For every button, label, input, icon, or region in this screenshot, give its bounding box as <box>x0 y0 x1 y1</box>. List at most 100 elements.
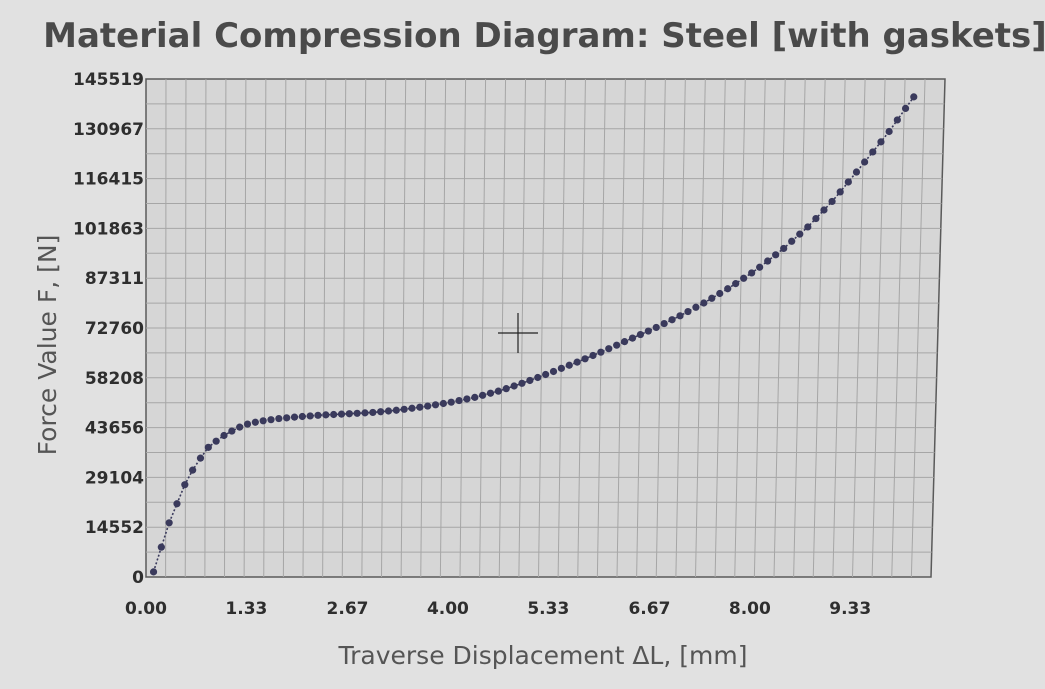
data-point <box>173 500 181 508</box>
data-point <box>589 351 597 360</box>
data-point <box>314 411 322 419</box>
y-tick-label: 43656 <box>85 419 144 439</box>
data-point <box>431 401 440 409</box>
y-tick-label: 0 <box>132 568 144 588</box>
data-point <box>764 257 772 265</box>
x-tick-label: 0.00 <box>125 599 167 619</box>
data-point <box>189 466 197 474</box>
data-point <box>408 404 416 412</box>
data-point <box>463 395 471 403</box>
data-point <box>772 251 780 259</box>
data-point <box>439 399 447 408</box>
data-point <box>885 127 893 136</box>
data-point <box>322 411 330 419</box>
y-tick-label: 130967 <box>73 120 144 140</box>
data-point <box>557 364 565 372</box>
data-point <box>165 519 173 527</box>
data-point <box>526 376 534 385</box>
data-point <box>692 303 700 311</box>
data-point <box>620 338 629 346</box>
data-point <box>400 405 408 413</box>
data-point <box>345 410 353 418</box>
y-tick-label: 87311 <box>85 269 144 289</box>
data-point <box>780 244 788 253</box>
data-point <box>337 410 346 418</box>
data-point <box>204 443 212 451</box>
data-point <box>573 358 581 366</box>
data-point <box>804 223 812 231</box>
data-point <box>676 312 684 320</box>
data-point <box>424 402 432 410</box>
data-point <box>636 330 645 339</box>
data-point <box>251 418 259 426</box>
data-point <box>660 319 668 328</box>
y-tick-labels: 0 14552 29104 43656 58208 72760 87311 101863 116… <box>73 70 144 588</box>
data-point <box>243 420 252 428</box>
y-tick-label: 29104 <box>85 468 144 488</box>
data-point <box>306 412 314 420</box>
grid-lines <box>146 78 945 578</box>
data-point <box>581 355 589 363</box>
y-tick-label: 116415 <box>73 170 144 190</box>
data-point <box>565 361 573 369</box>
data-point <box>724 285 732 293</box>
data-point <box>597 348 605 356</box>
data-point <box>861 158 869 166</box>
data-point <box>756 263 764 271</box>
data-point <box>330 410 338 419</box>
data-point <box>259 417 267 425</box>
data-point <box>542 370 550 379</box>
data-point <box>518 379 526 387</box>
data-point <box>605 345 613 353</box>
y-tick-label: 145519 <box>73 70 144 90</box>
data-point <box>369 408 377 417</box>
x-tick-label: 9.33 <box>829 599 871 619</box>
data-point <box>236 423 244 431</box>
x-tick-label: 5.33 <box>527 599 569 619</box>
x-tick-label: 4.00 <box>427 599 469 619</box>
data-point <box>267 416 275 424</box>
y-tick-label: 14552 <box>85 518 144 538</box>
x-tick-label: 1.33 <box>225 599 267 619</box>
data-point <box>283 414 291 422</box>
data-point <box>877 138 885 146</box>
x-tick-label: 8.00 <box>729 599 771 619</box>
data-point <box>181 481 189 489</box>
data-point <box>471 393 479 401</box>
y-tick-label: 58208 <box>85 369 144 389</box>
data-point <box>455 396 463 405</box>
data-point <box>196 454 205 462</box>
data-point <box>212 437 220 445</box>
data-point <box>479 391 487 399</box>
data-point <box>788 237 796 245</box>
data-point <box>157 543 165 551</box>
data-point <box>668 316 676 324</box>
data-point <box>392 406 400 414</box>
data-point <box>716 289 724 298</box>
data-point <box>149 568 158 576</box>
y-axis-label: Force Value F, [N] <box>33 235 62 456</box>
data-point <box>416 403 424 411</box>
y-tick-label: 72760 <box>85 319 144 339</box>
crosshair-cursor <box>498 313 538 353</box>
data-point <box>844 178 852 186</box>
data-point <box>836 188 844 196</box>
data-point <box>502 385 510 393</box>
x-axis-label: Traverse Displacement ΔL, [mm] <box>338 641 748 670</box>
data-point <box>796 230 804 238</box>
data-point <box>275 414 283 423</box>
data-point <box>828 197 836 206</box>
data-point <box>740 274 748 282</box>
data-point <box>298 412 306 421</box>
data-point <box>910 93 918 101</box>
data-point <box>384 407 393 415</box>
data-point <box>510 382 518 390</box>
chart-title: Material Compression Diagram: Steel [wit… <box>43 16 1045 56</box>
data-point <box>901 104 910 113</box>
data-point <box>613 341 621 349</box>
x-tick-label: 2.67 <box>327 599 369 619</box>
y-tick-label: 101863 <box>73 219 144 239</box>
data-point <box>644 327 652 335</box>
x-tick-label: 6.67 <box>628 599 670 619</box>
